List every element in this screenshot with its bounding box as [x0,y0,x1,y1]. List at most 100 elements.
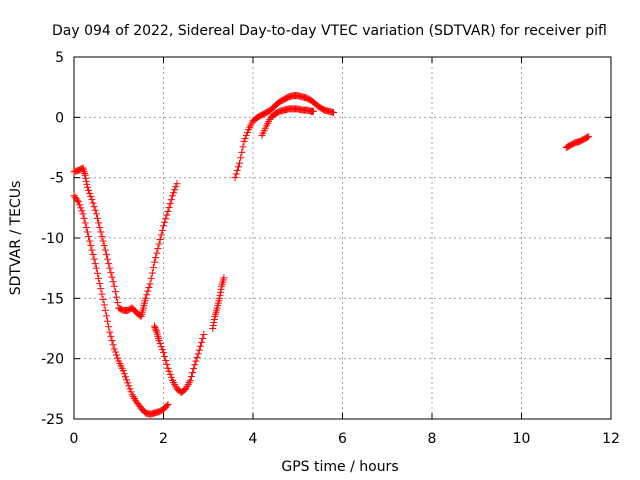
data-point [97,228,105,236]
y-tick-label: -25 [41,412,64,428]
data-point [96,280,104,288]
data-point [129,393,137,401]
data-point [241,134,249,142]
data-point [98,232,106,240]
data-point [163,402,171,410]
data-point [164,364,172,372]
data-point [160,222,167,230]
data-point [220,274,228,282]
data-point [156,236,164,244]
data-point [233,166,241,174]
data-point [82,174,90,182]
data-point [309,107,317,115]
data-point [166,200,174,208]
data-point [584,133,592,141]
data-point [209,321,217,329]
data-point [93,269,101,277]
data-point [234,163,242,171]
data-point [100,301,108,309]
data-series [70,164,181,320]
data-point [120,370,128,378]
data-point [111,288,119,296]
data-point [80,166,88,174]
data-point [164,207,172,215]
data-point [152,254,160,262]
data-point [200,331,208,339]
data-series [151,322,208,396]
x-axis-label: GPS time / hours [281,459,398,475]
data-point [585,133,593,141]
data-point [194,350,202,358]
data-point [162,215,170,223]
data-point [104,255,112,263]
data-point [83,180,91,188]
data-point [127,388,135,396]
chart-title: Day 094 of 2022, Sidereal Day-to-day VTE… [52,23,607,39]
data-point [82,177,90,185]
data-point [102,312,110,320]
data-point [106,264,114,272]
data-point [104,317,112,325]
data-point [231,174,239,182]
data-point [110,345,118,353]
data-point [99,237,107,245]
data-point [90,203,98,211]
data-point [91,206,99,214]
data-point [95,219,103,227]
data-point [189,369,197,377]
y-axis-label: SDTVAR / TECUs [8,181,24,296]
data-point [95,274,103,282]
data-point [88,246,96,254]
data-point [98,290,106,298]
data-point [193,353,201,361]
data-point [83,228,91,236]
data-point [196,342,204,350]
data-point [157,231,165,239]
data-series [231,92,338,182]
data-point [73,196,81,204]
axis-ticks: 0 2 4 6 8 10 12 -25 -20 -15 -10 -5 0 5 [41,50,620,447]
data-series [209,274,228,332]
data-point [76,201,84,209]
data-point [147,274,155,282]
x-tick-label: 12 [602,431,620,447]
data-point [149,264,157,272]
data-point [83,183,91,191]
data-point [92,210,100,218]
data-series [70,192,172,418]
data-point [114,299,122,307]
data-point [91,260,99,268]
data-point [155,240,163,248]
data-point [156,340,164,348]
data-point [81,169,89,177]
data-point [160,349,167,357]
data-point [165,367,173,375]
data-point [145,283,153,291]
data-point [119,367,127,375]
data-point [100,242,108,250]
data-point [240,137,248,145]
data-point [92,264,100,272]
data-point [130,394,138,402]
x-tick-label: 2 [159,431,168,447]
data-point [170,189,178,197]
data-point [85,186,93,194]
data-point [74,198,82,206]
data-point [210,318,218,326]
data-point [152,325,160,333]
data-point [79,164,87,172]
data-point [167,196,175,204]
y-tick-label: -10 [41,231,64,247]
data-point [107,332,115,340]
x-tick-label: 4 [249,431,258,447]
data-point [114,354,122,362]
data-point [85,232,93,240]
data-point [217,288,225,296]
data-series [258,105,317,139]
data-point [153,249,161,257]
data-point [162,356,170,364]
data-point [87,242,95,250]
data-point [152,327,160,335]
data-point [146,280,154,288]
data-point [195,346,203,354]
